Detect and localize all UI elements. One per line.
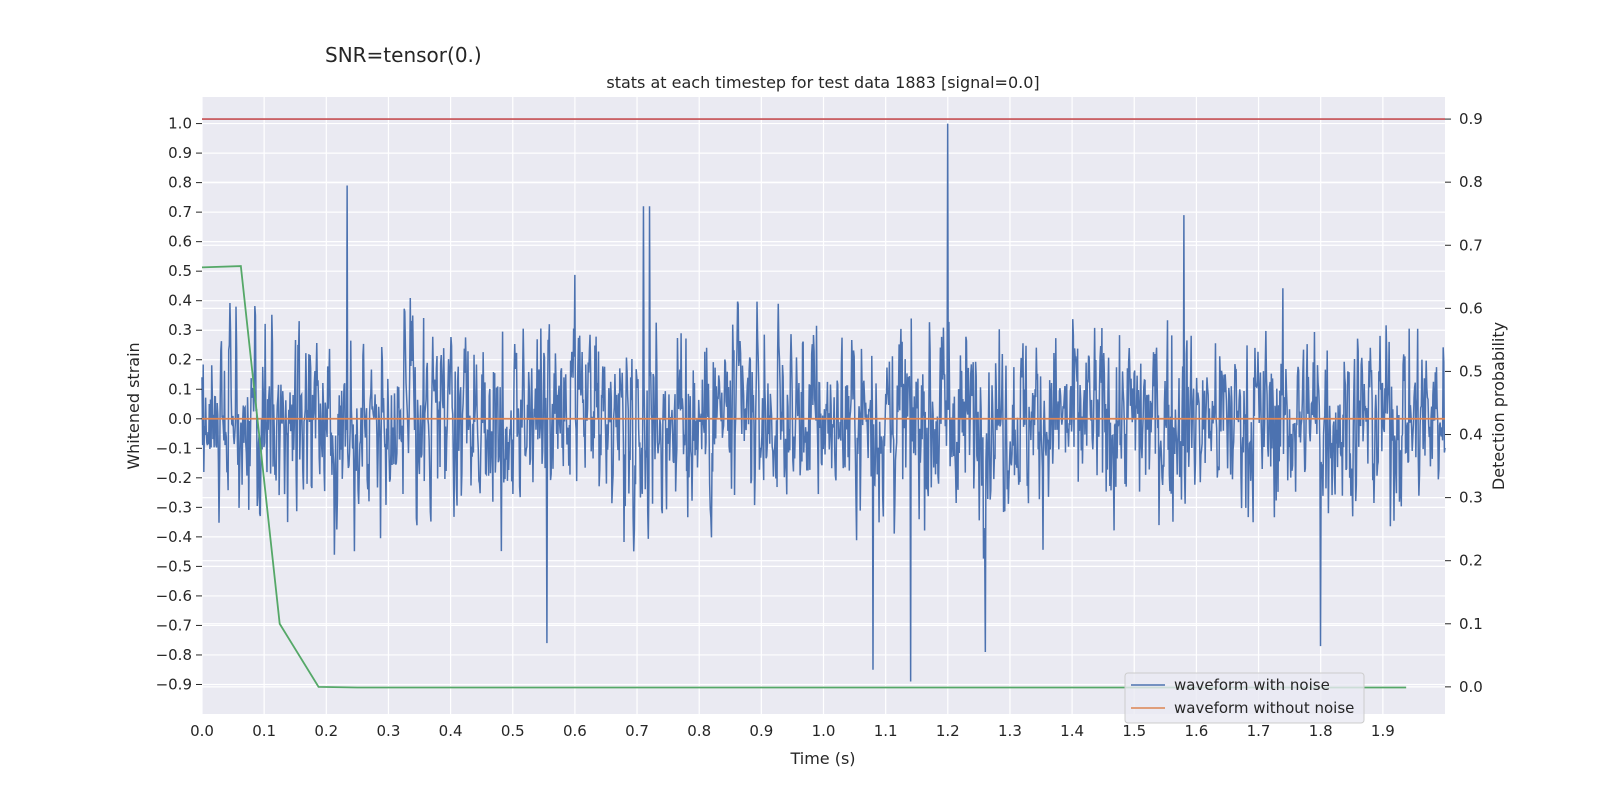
y-tick-label: −0.6: [156, 587, 192, 605]
x-tick-label: 1.7: [1247, 722, 1271, 740]
x-tick-label: 1.9: [1371, 722, 1395, 740]
y-tick-label: 1.0: [168, 115, 192, 133]
x-tick-label: 0.5: [501, 722, 525, 740]
y2-tick-label: 0.4: [1459, 426, 1483, 444]
y-axis-label: Whitened strain: [124, 342, 143, 469]
y-tick-label: −0.7: [156, 616, 192, 634]
noise-line: [201, 123, 1446, 682]
x-tick-label: 1.1: [874, 722, 898, 740]
probability-series: [201, 265, 1407, 689]
y-tick-label: −0.1: [156, 439, 192, 457]
legend-label-noise: waveform with noise: [1174, 676, 1330, 694]
y-tick-label: −0.8: [156, 646, 192, 664]
y2-axis-label: Detection probability: [1489, 322, 1508, 490]
y-tick-label: −0.5: [156, 557, 192, 575]
y-tick-label: 0.5: [168, 262, 192, 280]
y-tick-label: −0.3: [156, 498, 192, 516]
x-tick-label: 1.5: [1122, 722, 1146, 740]
noise-series: [201, 123, 1446, 682]
y-tick-label: 0.8: [168, 174, 192, 192]
x-tick-label: 0.4: [439, 722, 463, 740]
x-tick-label: 0.2: [314, 722, 338, 740]
x-tick-label: 0.7: [625, 722, 649, 740]
y2-tick-label: 0.9: [1459, 110, 1483, 128]
legend-label-clean: waveform without noise: [1174, 699, 1354, 717]
x-tick-label: 0.0: [190, 722, 214, 740]
y-tick-label: 0.9: [168, 144, 192, 162]
x-tick-label: 0.3: [377, 722, 401, 740]
x-tick-label: 1.8: [1309, 722, 1333, 740]
y-axis-ticks: 1.0 0.9 0.8 0.7 0.6 0.5 0.4 0.3 0.2 0.1 0.0 −0.1 −0.…: [156, 115, 202, 693]
x-tick-label: 0.8: [687, 722, 711, 740]
y2-axis-ticks: 0.9 0.8 0.7 0.6 0.5 0.4 0.3 0.2 0.1 0.0: [1445, 110, 1483, 696]
y-tick-label: 0.6: [168, 233, 192, 251]
y-tick-label: 0.4: [168, 292, 192, 310]
y2-tick-label: 0.6: [1459, 299, 1483, 317]
x-axis-ticks: 0.0 0.1 0.2 0.3 0.4 0.5 0.6 0.7 0.8 0.9 1.0 1.1 1.2 1…: [190, 722, 1395, 740]
y2-tick-label: 0.3: [1459, 489, 1483, 507]
probability-line: [201, 265, 1407, 689]
x-tick-label: 1.3: [998, 722, 1022, 740]
y-tick-label: 0.7: [168, 203, 192, 221]
y2-tick-label: 0.1: [1459, 615, 1483, 633]
x-axis-label: Time (s): [789, 749, 855, 768]
y-tick-label: 0.0: [168, 410, 192, 428]
y2-tick-label: 0.0: [1459, 678, 1483, 696]
y2-tick-label: 0.5: [1459, 362, 1483, 380]
y-tick-label: 0.3: [168, 321, 192, 339]
chart-title: stats at each timestep for test data 188…: [606, 73, 1039, 92]
y-tick-label: −0.9: [156, 675, 192, 693]
y-tick-label: 0.2: [168, 351, 192, 369]
y2-tick-label: 0.8: [1459, 173, 1483, 191]
y-tick-label: −0.2: [156, 469, 192, 487]
y2-tick-label: 0.2: [1459, 552, 1483, 570]
suptitle: SNR=tensor(0.): [325, 43, 482, 67]
x-tick-label: 1.6: [1184, 722, 1208, 740]
y2-tick-label: 0.7: [1459, 236, 1483, 254]
legend-box: [1124, 672, 1365, 724]
x-tick-label: 0.6: [563, 722, 587, 740]
y-tick-label: −0.4: [156, 528, 192, 546]
x-tick-label: 1.4: [1060, 722, 1084, 740]
legend: waveform with noise waveform without noi…: [1124, 672, 1365, 724]
x-tick-label: 0.9: [749, 722, 773, 740]
x-tick-label: 1.2: [936, 722, 960, 740]
x-tick-label: 1.0: [812, 722, 836, 740]
x-tick-label: 0.1: [252, 722, 276, 740]
y-tick-label: 0.1: [168, 380, 192, 398]
